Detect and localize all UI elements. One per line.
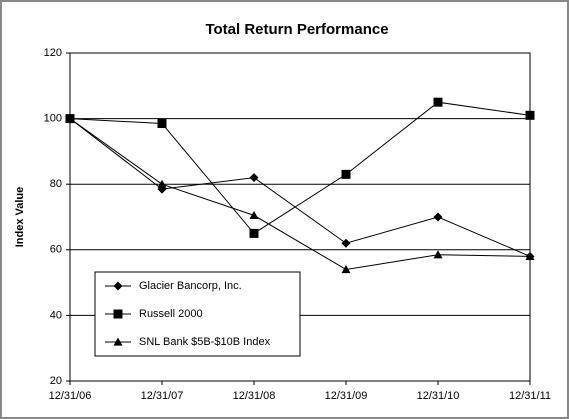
data-point	[341, 238, 351, 248]
data-point	[433, 97, 443, 107]
series-line	[69, 118, 531, 257]
plot-area	[69, 52, 531, 382]
data-point	[65, 114, 75, 123]
data-point	[341, 264, 351, 274]
y-tick-label: 20	[50, 375, 62, 387]
legend-marker	[113, 337, 123, 346]
legend-marker	[113, 309, 123, 319]
legend-label: Glacier Bancorp, Inc.	[139, 280, 242, 292]
series-line	[69, 101, 531, 235]
chart-title: Total Return Performance	[205, 21, 388, 38]
x-tick-label: 12/31/06	[49, 390, 92, 402]
y-tick-label: 100	[44, 113, 62, 125]
data-point	[157, 119, 167, 129]
y-tick-label: 60	[50, 244, 62, 256]
y-tick-label: 80	[50, 178, 62, 190]
x-tick-label: 12/31/09	[325, 390, 368, 402]
x-tick-label: 12/31/08	[233, 390, 276, 402]
data-point	[525, 251, 535, 260]
data-point	[157, 179, 167, 188]
data-point	[249, 173, 259, 183]
x-tick-label: 12/31/11	[509, 390, 551, 402]
data-point	[249, 228, 259, 238]
series-line	[69, 118, 531, 271]
x-tick-label: 12/31/10	[417, 390, 460, 402]
data-point	[341, 169, 351, 179]
legend-label: SNL Bank $5B-$10B Index	[139, 336, 271, 348]
y-tick-label: 40	[50, 309, 62, 321]
data-point	[525, 110, 535, 120]
legend-label: Russell 2000	[139, 308, 203, 320]
y-tick-label: 120	[44, 47, 62, 59]
legend-marker	[113, 281, 123, 291]
y-axis-label: Index Value	[14, 187, 26, 248]
data-point	[433, 212, 443, 222]
data-point	[433, 250, 443, 259]
data-point	[249, 210, 259, 219]
x-tick-label: 12/31/07	[141, 390, 184, 402]
